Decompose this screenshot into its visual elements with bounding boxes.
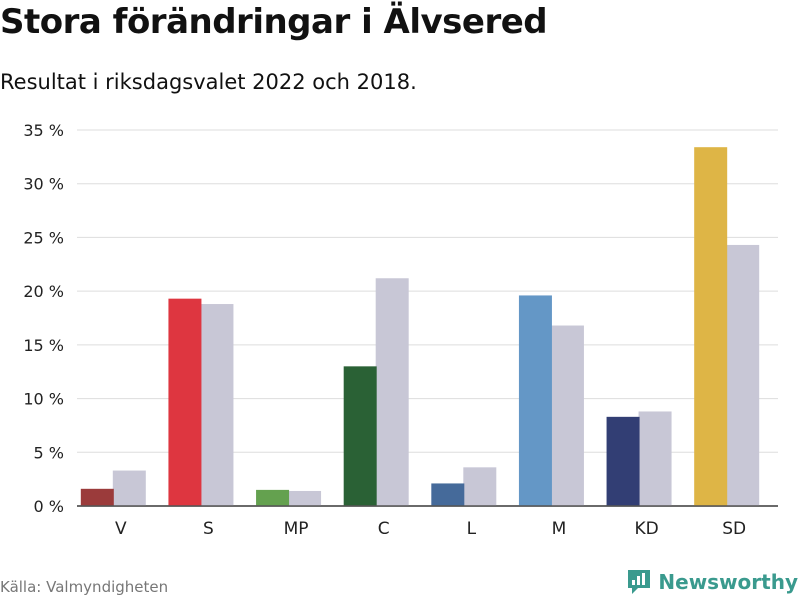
bar-2018-c: [375, 278, 409, 506]
x-tick-label: KD: [634, 519, 658, 539]
y-tick-label: 30 %: [23, 175, 64, 194]
newsworthy-logo-icon: [628, 570, 651, 594]
bar-2022-s: [168, 298, 202, 506]
brand-logo: Newsworthy: [626, 568, 798, 596]
bar-2018-sd: [726, 244, 760, 506]
bar-2022-m: [518, 295, 552, 506]
brand-name: Newsworthy: [658, 570, 798, 594]
bar-2022-mp: [256, 489, 290, 506]
bar-2018-m: [550, 325, 584, 506]
bar-2018-mp: [288, 490, 322, 506]
y-tick-label: 10 %: [23, 390, 64, 409]
x-tick-label: SD: [722, 519, 746, 539]
chart-subtitle: Resultat i riksdagsvalet 2022 och 2018.: [0, 70, 417, 94]
x-tick-label: S: [203, 519, 214, 539]
bar-2022-c: [343, 366, 377, 506]
x-tick-label: MP: [284, 519, 309, 539]
bar-2018-l: [463, 467, 497, 506]
y-tick-label: 5 %: [34, 443, 64, 462]
y-tick-label: 35 %: [23, 121, 64, 140]
x-tick-label: M: [552, 519, 567, 539]
y-tick-label: 20 %: [23, 282, 64, 301]
x-tick-label: V: [115, 519, 127, 539]
bar-2018-s: [200, 304, 234, 506]
bar-2022-sd: [694, 147, 728, 506]
x-tick-label: L: [467, 519, 477, 539]
bar-2018-v: [112, 470, 146, 506]
y-tick-label: 0 %: [34, 497, 64, 516]
x-tick-label: C: [378, 519, 390, 539]
bar-2018-kd: [638, 411, 672, 506]
y-tick-label: 15 %: [23, 336, 64, 355]
bar-2022-v: [80, 488, 114, 506]
source-note: Källa: Valmyndigheten: [0, 578, 169, 596]
bar-2022-kd: [606, 416, 640, 506]
chart-title: Stora förändringar i Älvsered: [0, 2, 548, 42]
y-tick-label: 25 %: [23, 228, 64, 247]
bar-2022-l: [431, 483, 465, 506]
